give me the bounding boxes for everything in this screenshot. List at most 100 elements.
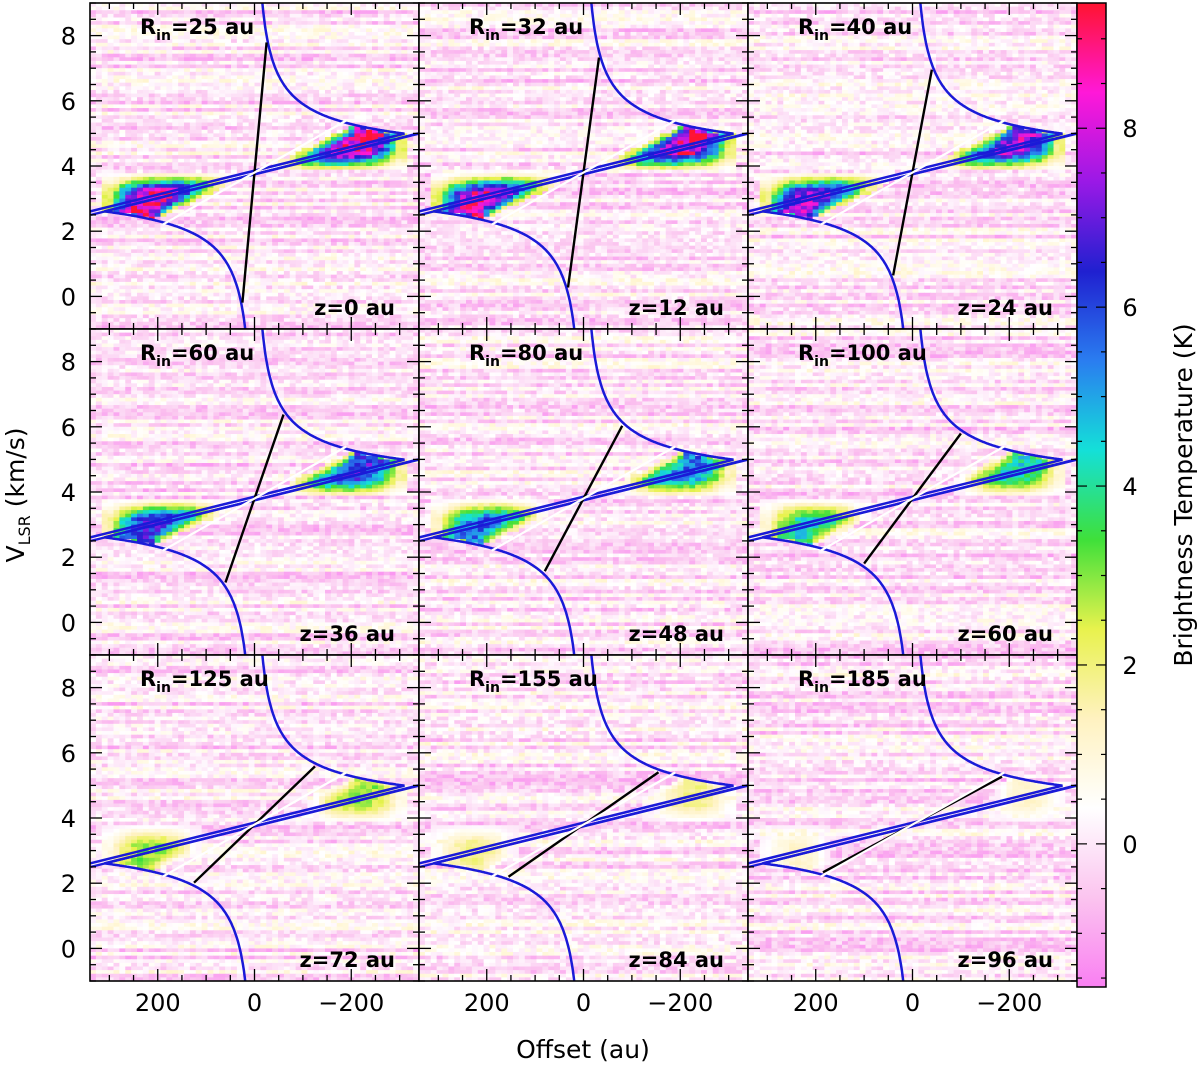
z-label: z=60 au [958,622,1053,646]
colorbar-tick-label: 0 [1122,831,1137,859]
ridge-line [491,445,676,552]
colorbar-tick-label: 4 [1122,473,1137,501]
pv-panel: 200 0 −200 Rin=185 au z=96 au [747,654,1078,1017]
y-tick-label: 4 [61,153,76,181]
envelope-diagonal [748,784,1077,869]
z-label: z=12 au [629,296,724,320]
y-tick-label: 0 [61,935,76,963]
panel-ticks [419,2,748,330]
heatmap-cells [90,329,419,655]
rin-label: Rin=125 au [140,667,269,696]
keplerian-envelope [419,655,734,865]
colorbar: 0 2 4 6 8 [1076,2,1138,988]
x-tick-label: −200 [976,989,1042,1017]
x-tick-label: 0 [905,989,920,1017]
panel-ticks [90,328,419,656]
keplerian-envelope [419,3,734,213]
keplerian-envelope [104,784,419,981]
panel-ticks [90,2,419,330]
y-tick-label: 8 [61,349,76,377]
y-tick-label: 2 [61,870,76,898]
rin-label: Rin=80 au [469,341,583,370]
rin-label: Rin=40 au [798,15,912,44]
colorbar-tick-label: 8 [1122,115,1137,143]
x-tick-label: 200 [135,989,181,1017]
heatmap-cells [419,655,748,981]
ridge-line [162,445,347,552]
ridge-line [162,771,347,878]
keplerian-envelope [748,329,1063,539]
keplerian-envelope [90,3,405,213]
heatmap-cells [419,329,748,655]
y-tick-label: 4 [61,479,76,507]
pv-panel: Rin=80 au z=48 au [418,328,749,656]
colorbar-tick-label: 6 [1122,294,1137,322]
keplerian-envelope [433,458,748,655]
x-tick-label: 0 [247,989,262,1017]
z-label: z=24 au [958,296,1053,320]
rin-label: Rin=185 au [798,667,927,696]
y-tick-label: 8 [61,675,76,703]
heatmap-cells [90,3,419,329]
panel-ticks [748,328,1077,656]
keplerian-envelope [419,329,734,539]
z-label: z=96 au [958,948,1053,972]
ridge-line [820,771,1005,878]
pv-panel: 200 0 −200 Rin=155 au z=84 au [418,654,749,1017]
keplerian-envelope [762,458,1077,655]
heatmap-cells [748,3,1077,329]
z-label: z=36 au [300,622,395,646]
keplerian-envelope [90,329,405,539]
ridge-line [491,119,676,226]
ridge-line [491,771,676,878]
heatmap-cells [748,655,1077,981]
y-tick-label: 6 [61,414,76,442]
pv-panel: 0 2 4 6 8 200 0 −200 Rin=125 au z=72 au [61,654,420,1017]
y-axis-title-unit: (km/s) [1,427,30,515]
pv-panel: Rin=32 au z=12 au [418,2,749,330]
y-tick-label: 6 [61,88,76,116]
y-axis-title-main: V [1,545,30,562]
rin-label: Rin=100 au [798,341,927,370]
keplerian-envelope [433,784,748,981]
panel-ticks [419,654,748,982]
panel-ticks [90,654,419,982]
x-tick-label: −200 [318,989,384,1017]
y-tick-label: 4 [61,805,76,833]
colorbar-gradient-bar [1076,2,1107,988]
rin-label: Rin=32 au [469,15,583,44]
panel-ticks [748,2,1077,330]
y-axis-title: VLSR (km/s) [1,427,34,562]
keplerian-envelope [748,3,1063,213]
pv-panel: Rin=40 au z=24 au [747,2,1078,330]
keplerian-envelope [433,132,748,329]
keplerian-envelope [748,655,1063,865]
x-axis-title: Offset (au) [516,1035,650,1064]
y-tick-label: 0 [61,283,76,311]
x-tick-label: 0 [576,989,591,1017]
keplerian-envelope [104,132,419,329]
x-tick-label: 200 [464,989,510,1017]
heatmap-cells [90,655,419,981]
x-tick-label: 200 [793,989,839,1017]
colorbar-ticks: 0 2 4 6 8 [1077,38,1138,979]
ridge-line [820,119,1005,226]
pv-panel: 0 2 4 6 8 Rin=25 au z=0 au [61,2,420,330]
z-label: z=48 au [629,622,724,646]
y-tick-label: 6 [61,740,76,768]
y-tick-label: 2 [61,218,76,246]
z-label: z=0 au [314,296,395,320]
ridge-line [820,445,1005,552]
y-tick-label: 8 [61,23,76,51]
y-tick-label: 0 [61,609,76,637]
envelope-diagonal [419,784,748,869]
z-label: z=84 au [629,948,724,972]
ridge-line [162,119,347,226]
rin-label: Rin=60 au [140,341,254,370]
rin-label: Rin=155 au [469,667,598,696]
panel-ticks [748,654,1077,982]
rin-label: Rin=25 au [140,15,254,44]
y-tick-label: 2 [61,544,76,572]
